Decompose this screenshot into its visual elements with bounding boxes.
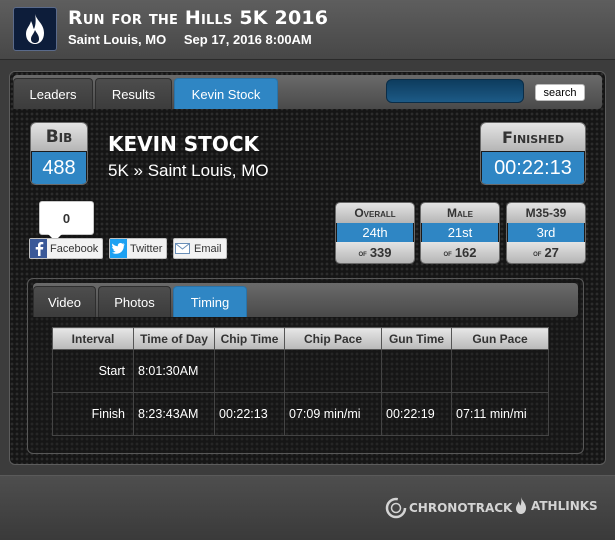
column-header-gun-time: Gun Time — [381, 327, 452, 350]
rank-label: M35-39 — [507, 203, 585, 223]
event-title: Run for the Hills 5K 2016 — [68, 7, 329, 29]
facebook-icon — [30, 239, 47, 258]
results-panel: Leaders Results Kevin Stock search Bib 4… — [9, 71, 606, 465]
bib-box: Bib 488 — [30, 122, 88, 185]
table-cell: 07:09 min/mi — [284, 392, 382, 436]
event-date: Sep 17, 2016 8:00AM — [183, 32, 312, 47]
event-subtitle: Saint Louis, MO Sep 17, 2016 8:00AM — [68, 32, 312, 47]
table-cell — [451, 349, 549, 393]
rank-total: of 339 — [336, 242, 414, 263]
table-header-row: Interval Time of Day Chip Time Chip Pace… — [52, 327, 549, 350]
email-label: Email — [194, 242, 222, 255]
column-header-time-of-day: Time of Day — [133, 327, 215, 350]
table-cell: Start — [52, 349, 134, 393]
detail-panel: Video Photos Timing Interval Time of Day… — [27, 278, 584, 454]
facebook-label: Facebook — [50, 242, 99, 255]
table-cell — [381, 349, 452, 393]
table-cell: 00:22:13 — [214, 392, 285, 436]
event-location: Saint Louis, MO — [68, 32, 167, 47]
athlinks-flame-icon — [514, 497, 528, 514]
flame-icon — [13, 7, 57, 51]
athlinks-logo[interactable]: ATHLINKS — [514, 497, 598, 514]
table-cell: 07:11 min/mi — [451, 392, 549, 436]
tab-photos[interactable]: Photos — [98, 286, 171, 317]
tab-timing[interactable]: Timing — [173, 286, 247, 317]
table-row: Finish 8:23:43AM 00:22:13 07:09 min/mi 0… — [52, 392, 549, 436]
column-header-chip-time: Chip Time — [214, 327, 285, 350]
tab-results[interactable]: Results — [95, 78, 172, 109]
column-header-gun-pace: Gun Pace — [451, 327, 549, 350]
athlete-event: 5K » Saint Louis, MO — [108, 161, 269, 180]
rank-place: 21st — [422, 223, 498, 242]
email-share-button[interactable]: Email — [173, 238, 227, 259]
envelope-icon — [174, 239, 191, 258]
chronotrack-label: CHRONOTRACK — [409, 501, 513, 515]
share-count-bubble: 0 — [39, 201, 94, 241]
twitter-share-button[interactable]: Twitter — [109, 238, 168, 259]
rank-age-group: M35-39 3rd of 27 — [506, 202, 586, 264]
rank-total: of 27 — [507, 242, 585, 263]
table-cell: Finish — [52, 392, 134, 436]
finished-label: Finished — [481, 123, 585, 151]
rank-total: of 162 — [421, 242, 499, 263]
detail-tab-bar: Video Photos Timing — [33, 283, 578, 317]
tab-kevin-stock[interactable]: Kevin Stock — [174, 78, 278, 109]
timing-table: Interval Time of Day Chip Time Chip Pace… — [52, 327, 549, 436]
athlete-name: KEVIN STOCK — [108, 132, 260, 156]
rank-male: Male 21st of 162 — [420, 202, 500, 264]
bib-label: Bib — [31, 123, 87, 151]
search-input[interactable] — [386, 79, 524, 103]
rank-label: Male — [421, 203, 499, 223]
table-cell: 8:23:43AM — [133, 392, 215, 436]
table-row: Start 8:01:30AM — [52, 349, 549, 393]
tab-leaders[interactable]: Leaders — [13, 78, 93, 109]
table-cell: 00:22:19 — [381, 392, 452, 436]
chronotrack-icon — [385, 497, 407, 519]
rank-place: 24th — [337, 223, 413, 242]
table-cell — [214, 349, 285, 393]
rank-label: Overall — [336, 203, 414, 223]
bib-number: 488 — [32, 152, 86, 184]
chronotrack-logo[interactable]: CHRONOTRACK — [385, 497, 512, 519]
finished-box: Finished 00:22:13 — [480, 122, 586, 185]
table-cell: 8:01:30AM — [133, 349, 215, 393]
column-header-interval: Interval — [52, 327, 134, 350]
rank-overall: Overall 24th of 339 — [335, 202, 415, 264]
twitter-label: Twitter — [130, 242, 163, 255]
nav-bar: Leaders Results Kevin Stock search — [13, 75, 602, 109]
search-button[interactable]: search — [535, 84, 585, 101]
twitter-icon — [110, 239, 127, 258]
tab-video[interactable]: Video — [33, 286, 96, 317]
finish-time: 00:22:13 — [482, 152, 584, 184]
page-header: Run for the Hills 5K 2016 Saint Louis, M… — [0, 0, 615, 60]
page-footer — [0, 475, 615, 540]
rank-place: 3rd — [508, 223, 584, 242]
table-cell — [284, 349, 382, 393]
athlinks-label: ATHLINKS — [531, 498, 598, 513]
facebook-share-button[interactable]: Facebook — [29, 238, 104, 259]
column-header-chip-pace: Chip Pace — [284, 327, 382, 350]
